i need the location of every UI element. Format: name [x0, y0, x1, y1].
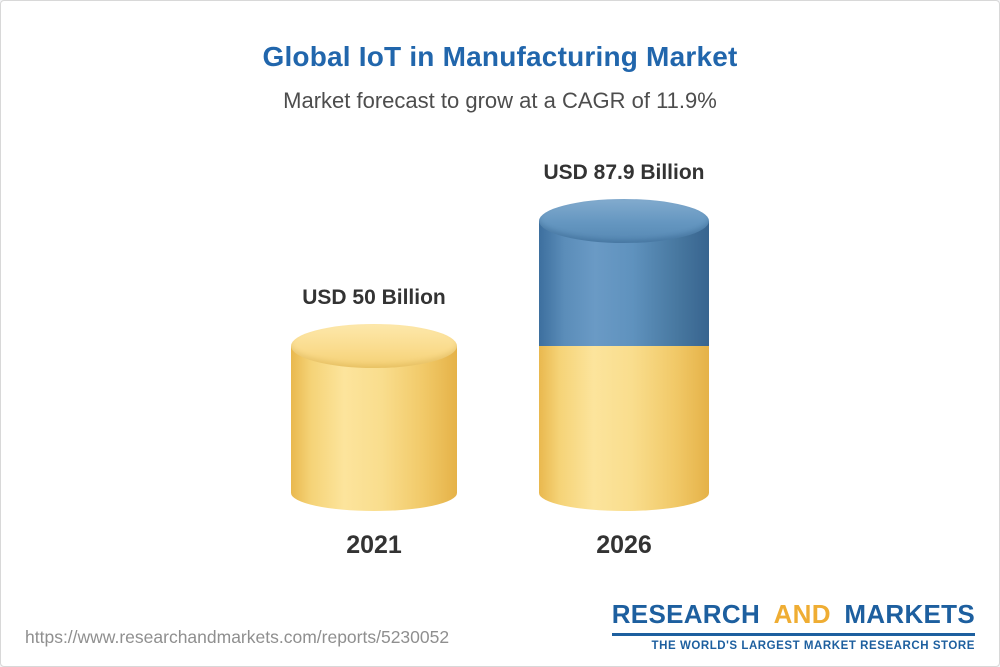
research-and-markets-logo[interactable]: RESEARCH AND MARKETS THE WORLD'S LARGEST… [611, 599, 975, 652]
category-label-2021: 2021 [346, 531, 402, 559]
report-url[interactable]: https://www.researchandmarkets.com/repor… [25, 627, 450, 647]
page-subtitle: Market forecast to grow at a CAGR of 11.… [283, 88, 717, 113]
bar-2021-top-cap [291, 324, 457, 368]
bar-2021-cylinder [291, 324, 457, 511]
logo-tagline: THE WORLD'S LARGEST MARKET RESEARCH STOR… [611, 633, 975, 652]
bar-2026-top-cap [539, 198, 709, 243]
bar-2026-cylinder [539, 198, 709, 511]
value-label-2021: USD 50 Billion [302, 286, 446, 309]
page-title: Global IoT in Manufacturing Market [262, 41, 738, 72]
logo-wordmark: RESEARCH AND MARKETS [612, 599, 975, 630]
logo-word-markets: MARKETS [844, 599, 975, 629]
logo-word-and: AND [773, 599, 831, 629]
value-label-2026: USD 87.9 Billion [543, 160, 705, 184]
bar-2026-base-segment [539, 346, 709, 511]
logo-word-research: RESEARCH [611, 599, 761, 629]
bar-2021-body [291, 346, 457, 511]
category-label-2026: 2026 [596, 531, 652, 559]
